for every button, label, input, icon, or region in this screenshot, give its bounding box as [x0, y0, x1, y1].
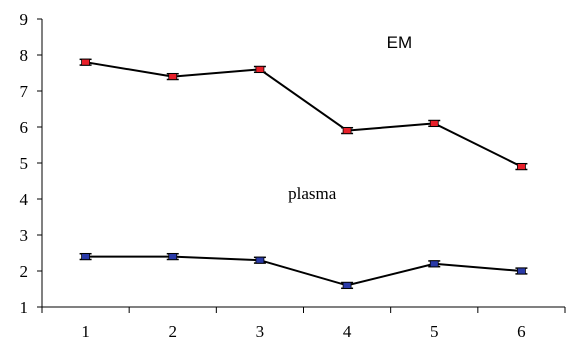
point-marker: [342, 127, 352, 134]
chart-axes: [37, 18, 566, 313]
point-marker: [81, 253, 90, 261]
point-marker: [342, 281, 352, 289]
x-tick-label: 4: [343, 322, 352, 341]
y-tick-label: 1: [20, 298, 29, 317]
series-line: [85, 61, 522, 168]
y-tick-label: 2: [20, 262, 29, 281]
x-tick-label: 3: [256, 322, 265, 341]
point-marker: [429, 120, 439, 127]
point-marker: [81, 58, 90, 66]
point-marker: [517, 163, 526, 171]
data-point: [166, 252, 179, 261]
series-layer: [79, 58, 528, 290]
point-marker: [517, 267, 526, 275]
series-line: [85, 255, 522, 287]
x-tick-label: 2: [169, 322, 178, 341]
data-point: [253, 65, 266, 74]
point-marker: [168, 253, 178, 261]
point-marker: [255, 66, 265, 73]
data-point: [166, 72, 179, 81]
point-marker: [429, 260, 439, 268]
x-tick-label: 6: [517, 322, 526, 341]
data-point: [515, 267, 528, 275]
data-point: [428, 119, 441, 128]
point-marker: [255, 256, 265, 264]
data-point: [79, 252, 92, 261]
data-point: [253, 256, 266, 264]
y-tick-labels: 1 2 3 4 5 6 7 8 9: [20, 10, 29, 317]
y-tick-label: 6: [20, 118, 29, 137]
annotation-em: EM: [387, 33, 413, 52]
series-2: [79, 252, 528, 290]
data-point: [515, 162, 528, 171]
point-marker: [168, 73, 178, 80]
y-tick-label: 8: [20, 46, 29, 65]
data-point: [79, 58, 92, 66]
annotations: EM plasma: [288, 33, 412, 203]
data-point: [428, 260, 441, 268]
series-1: [79, 58, 528, 171]
data-point: [341, 281, 354, 290]
data-point: [341, 126, 354, 135]
y-tick-label: 7: [20, 82, 29, 101]
y-tick-label: 5: [20, 154, 29, 173]
x-tick-labels: 1 2 3 4 5 6: [81, 322, 525, 341]
x-tick-label: 5: [430, 322, 439, 341]
y-tick-label: 3: [20, 226, 29, 245]
annotation-plasma: plasma: [288, 184, 337, 203]
y-tick-label: 9: [20, 10, 29, 29]
x-tick-label: 1: [81, 322, 90, 341]
y-tick-label: 4: [20, 190, 29, 209]
